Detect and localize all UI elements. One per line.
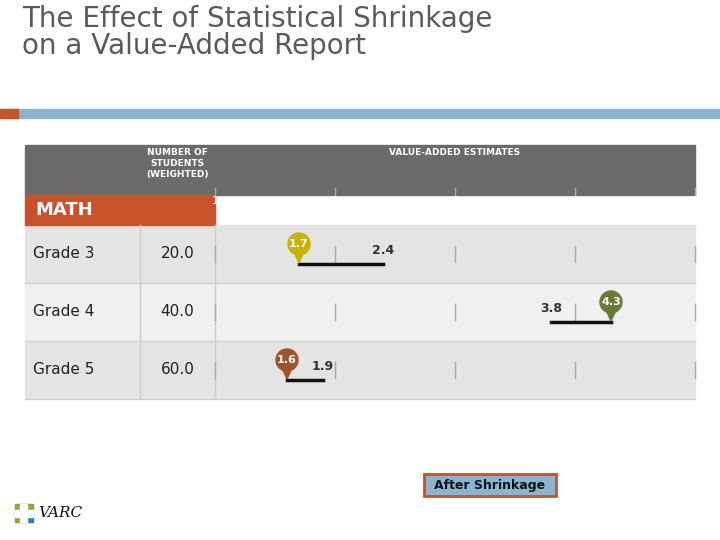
FancyBboxPatch shape <box>424 474 556 496</box>
Bar <box>0 109 720 118</box>
Bar <box>25 283 695 341</box>
Text: 3.8: 3.8 <box>540 301 562 314</box>
Text: 2: 2 <box>332 196 338 206</box>
Text: 20.0: 20.0 <box>161 246 194 261</box>
Polygon shape <box>606 310 616 321</box>
Bar <box>15 510 33 517</box>
Text: 1.7: 1.7 <box>289 239 309 249</box>
Text: VARC: VARC <box>38 506 82 520</box>
Text: VALUE-ADDED ESTIMATES: VALUE-ADDED ESTIMATES <box>390 148 521 157</box>
Bar <box>24 504 33 513</box>
Text: Grade 5: Grade 5 <box>33 362 94 377</box>
Bar <box>15 504 24 513</box>
Text: 1: 1 <box>212 196 218 206</box>
Text: 5: 5 <box>692 196 698 206</box>
Text: 4.3: 4.3 <box>601 297 621 307</box>
Text: 2.4: 2.4 <box>372 244 394 256</box>
Text: The Effect of Statistical Shrinkage: The Effect of Statistical Shrinkage <box>22 5 492 33</box>
Text: 3: 3 <box>451 196 459 206</box>
Text: 1.9: 1.9 <box>312 360 334 373</box>
Bar <box>25 225 695 283</box>
Bar <box>25 195 215 225</box>
Text: 1.6: 1.6 <box>277 355 297 365</box>
Circle shape <box>288 233 310 255</box>
Text: MATH: MATH <box>35 201 93 219</box>
Text: After Shrinkage: After Shrinkage <box>434 478 546 491</box>
Text: 40.0: 40.0 <box>161 305 194 320</box>
Polygon shape <box>282 368 292 379</box>
Polygon shape <box>294 252 304 263</box>
Text: Grade 4: Grade 4 <box>33 305 94 320</box>
Text: NUMBER OF
STUDENTS
(WEIGHTED): NUMBER OF STUDENTS (WEIGHTED) <box>146 148 209 179</box>
Bar <box>25 341 695 399</box>
Text: 4: 4 <box>572 196 578 206</box>
Bar <box>15 513 24 522</box>
Text: 60.0: 60.0 <box>161 362 194 377</box>
Bar <box>24 513 33 522</box>
Bar <box>0 109 18 118</box>
Text: Grade 3: Grade 3 <box>33 246 94 261</box>
Text: on a Value-Added Report: on a Value-Added Report <box>22 32 366 60</box>
Bar <box>25 145 695 195</box>
Circle shape <box>276 349 298 371</box>
Circle shape <box>600 291 622 313</box>
Bar <box>20 504 27 522</box>
